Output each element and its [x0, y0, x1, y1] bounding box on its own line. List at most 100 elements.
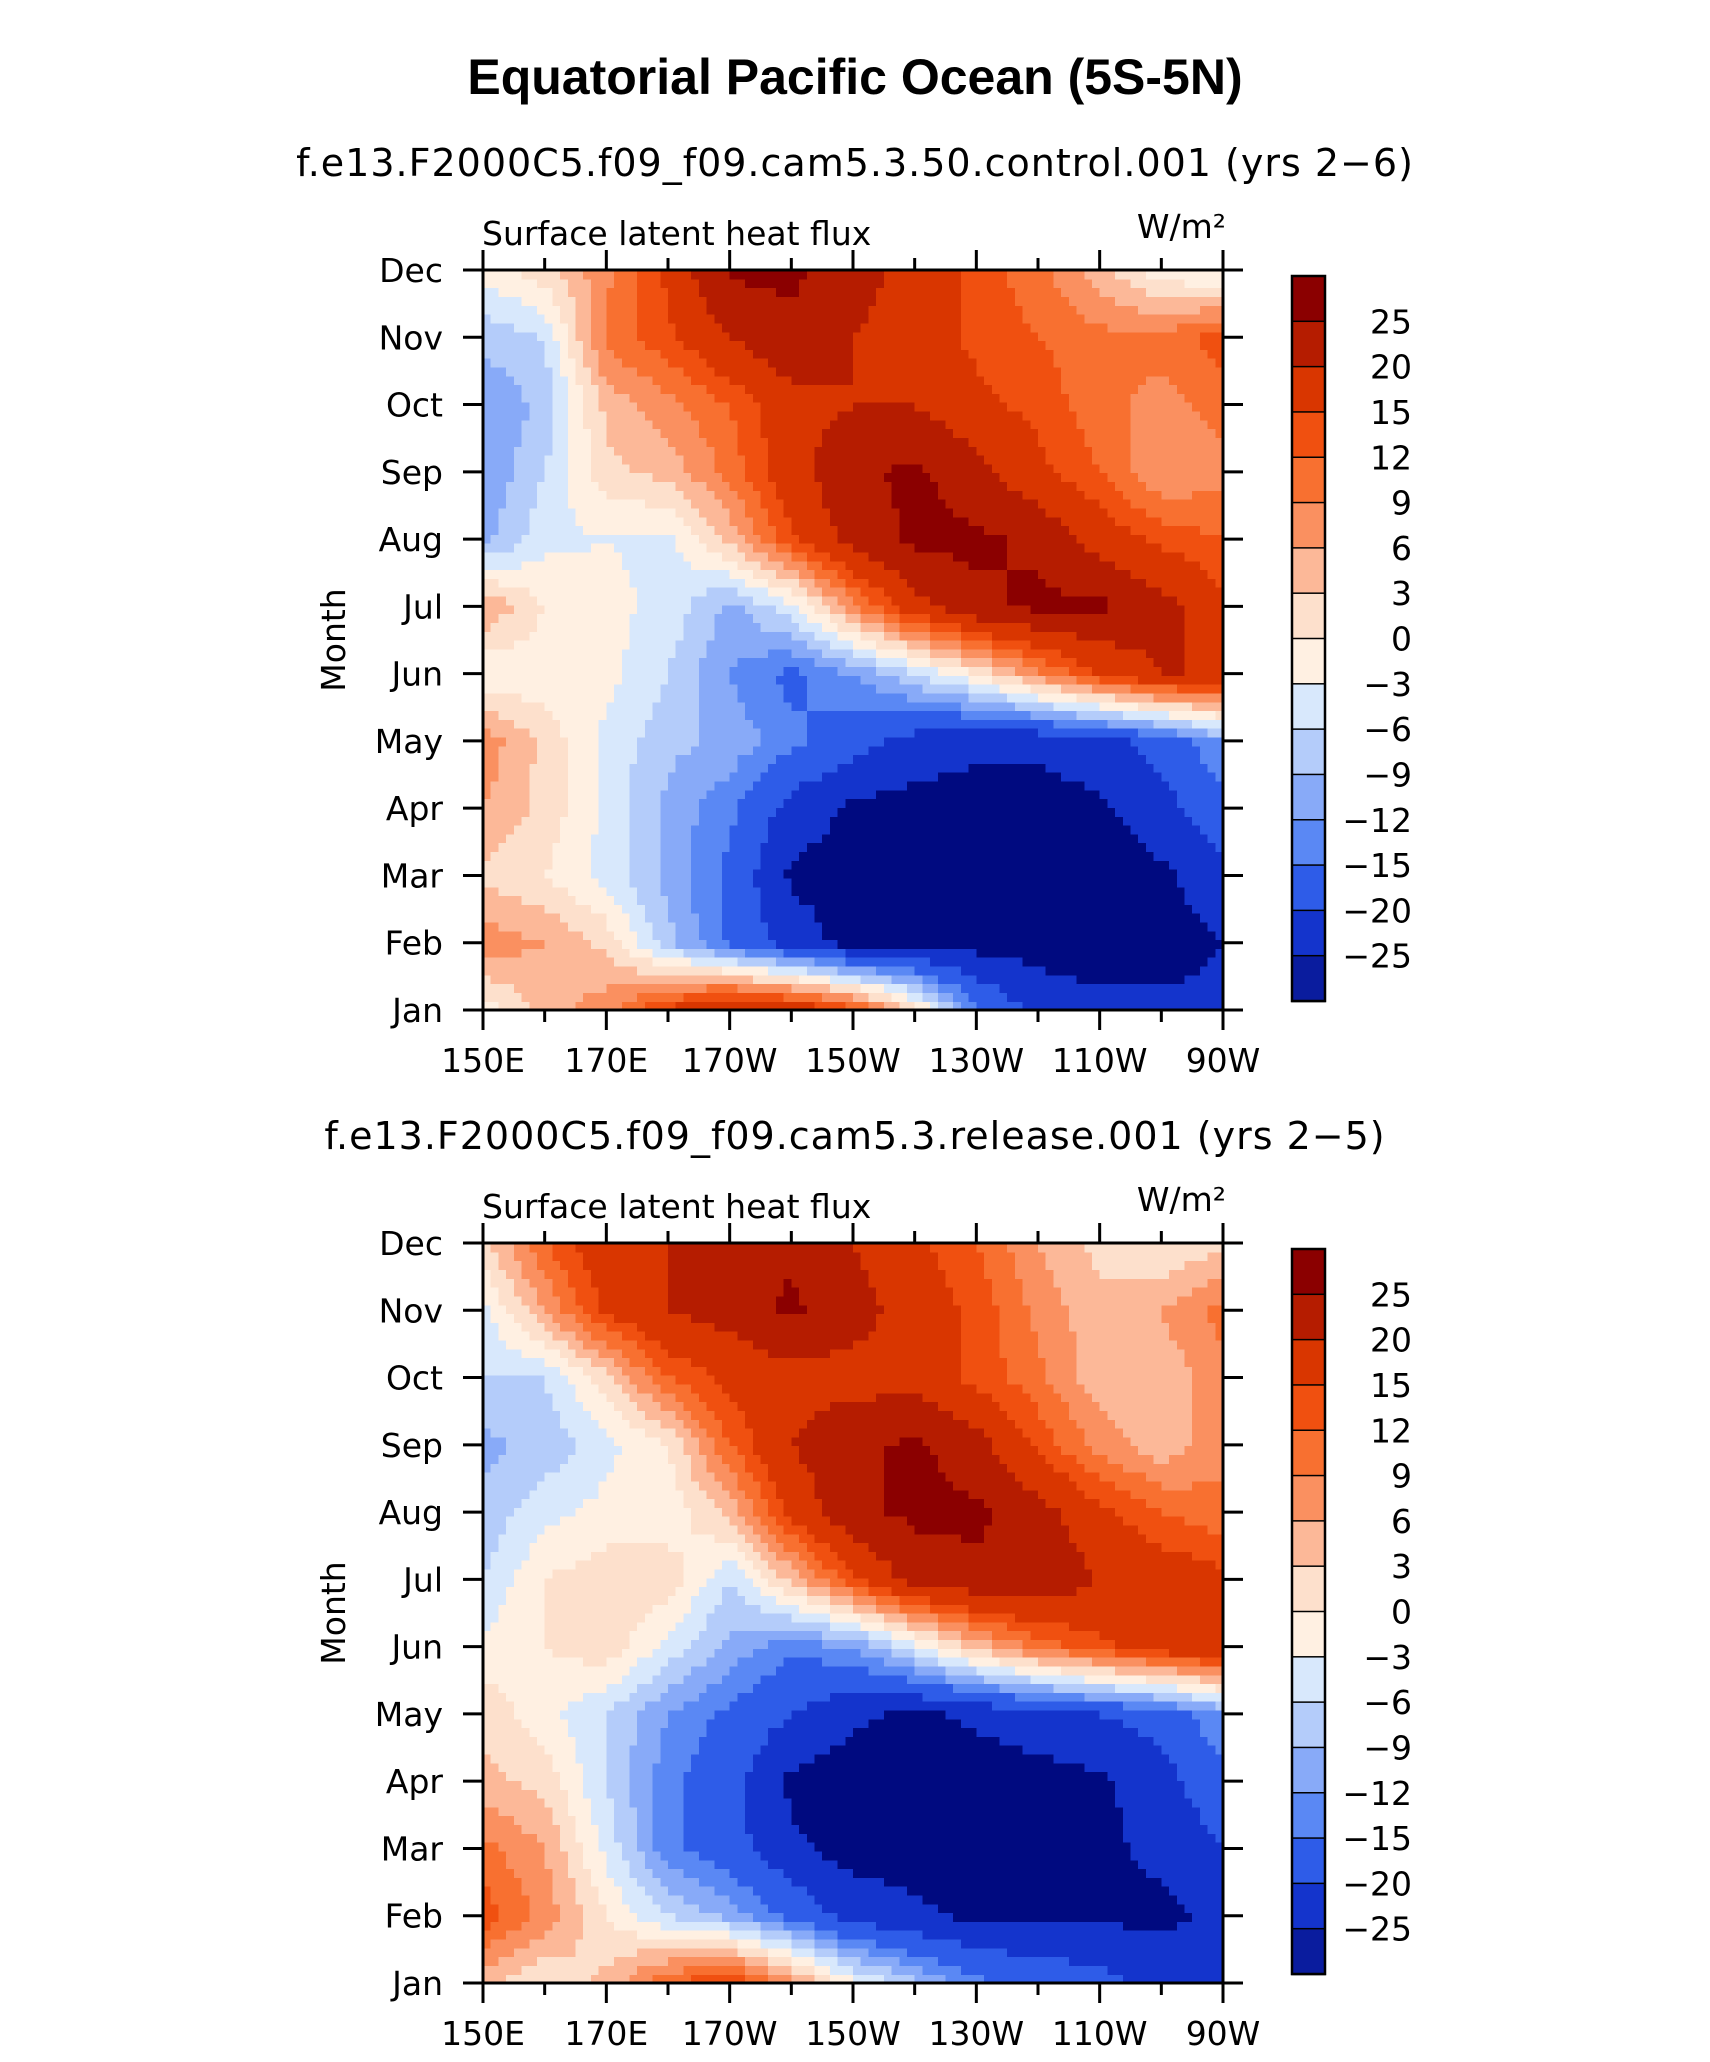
contour-cell	[745, 869, 754, 879]
contour-cell	[876, 666, 885, 676]
contour-cell	[845, 780, 854, 791]
contour-cell	[868, 684, 877, 694]
contour-cell	[575, 595, 584, 606]
contour-cell	[1061, 877, 1070, 888]
contour-cell	[706, 992, 715, 1002]
contour-cell	[629, 780, 638, 791]
contour-cell	[621, 798, 631, 808]
contour-cell	[1038, 921, 1047, 932]
contour-cell	[876, 974, 885, 985]
contour-cell	[1192, 1001, 1201, 1011]
contour-cell	[660, 886, 669, 897]
contour-cell	[860, 640, 870, 650]
contour-cell	[737, 789, 746, 800]
contour-cell	[614, 965, 623, 976]
contour-cell	[1138, 948, 1147, 958]
contour-cell	[691, 648, 700, 659]
contour-cell	[1068, 780, 1078, 791]
contour-cell	[899, 578, 908, 588]
contour-cell	[691, 965, 700, 976]
contour-cell	[714, 904, 723, 914]
contour-cell	[829, 833, 839, 844]
contour-cell	[1084, 728, 1093, 738]
contour-cell	[590, 657, 600, 668]
contour-cell	[1099, 595, 1108, 606]
contour-cell	[1138, 692, 1147, 703]
contour-cell	[806, 728, 816, 738]
contour-cell	[914, 560, 923, 571]
contour-cell	[914, 869, 923, 879]
contour-cell	[590, 728, 600, 738]
contour-cell	[575, 631, 584, 641]
contour-cell	[1061, 780, 1070, 791]
contour-cell	[1091, 745, 1101, 756]
contour-cell	[829, 736, 839, 747]
contour-cell	[1192, 657, 1201, 668]
contour-cell	[775, 780, 785, 791]
contour-cell	[575, 965, 584, 976]
contour-cell	[1007, 719, 1016, 729]
contour-cell	[1091, 569, 1101, 579]
contour-cell	[1161, 684, 1170, 694]
contour-cell	[1099, 948, 1108, 958]
contour-cell	[1115, 833, 1124, 844]
contour-cell	[1068, 983, 1078, 993]
contour-cell	[1022, 648, 1031, 659]
contour-cell	[906, 613, 916, 623]
contour-cell	[752, 886, 762, 897]
contour-cell	[1068, 569, 1078, 579]
contour-cell	[760, 648, 769, 659]
contour-cell	[968, 825, 977, 835]
contour-cell	[1091, 736, 1101, 747]
contour-cell	[506, 939, 515, 949]
contour-cell	[606, 789, 615, 800]
contour-cell	[1138, 710, 1147, 720]
contour-cell	[1076, 930, 1085, 941]
contour-cell	[1022, 948, 1031, 958]
contour-cell	[1176, 842, 1186, 853]
contour-cell	[1038, 719, 1047, 729]
contour-cell	[906, 763, 916, 773]
contour-cell	[698, 851, 708, 861]
contour-cell	[583, 684, 592, 694]
contour-cell	[652, 904, 661, 914]
contour-cell	[660, 745, 669, 756]
contour-cell	[829, 816, 839, 826]
contour-cell	[1115, 622, 1124, 632]
contour-cell	[1161, 816, 1170, 826]
contour-cell	[914, 631, 923, 641]
contour-cell	[1099, 816, 1108, 826]
contour-cell	[868, 719, 877, 729]
contour-cell	[1007, 957, 1016, 967]
contour-cell	[644, 860, 654, 870]
contour-cell	[668, 877, 677, 888]
contour-cell	[1076, 851, 1085, 861]
contour-cell	[1138, 965, 1147, 976]
contour-cell	[1176, 657, 1186, 668]
contour-cell	[536, 772, 546, 782]
contour-cell	[490, 587, 500, 597]
contour-cell	[799, 754, 808, 764]
contour-cell	[668, 745, 677, 756]
contour-cell	[860, 851, 870, 861]
contour-cell	[1192, 675, 1201, 685]
contour-cell	[1053, 569, 1062, 579]
contour-cell	[544, 930, 553, 941]
contour-cell	[1084, 551, 1093, 562]
contour-cell	[1053, 798, 1062, 808]
contour-cell	[1207, 728, 1216, 738]
contour-cell	[490, 763, 500, 773]
contour-cell	[1022, 754, 1031, 764]
contour-cell	[930, 763, 939, 773]
contour-cell	[1130, 851, 1139, 861]
contour-cell	[1030, 904, 1039, 914]
contour-cell	[552, 622, 561, 632]
contour-cell	[606, 772, 615, 782]
contour-cell	[745, 833, 754, 844]
contour-cell	[536, 1001, 546, 1011]
contour-cell	[598, 719, 607, 729]
contour-cell	[1007, 930, 1016, 941]
contour-cell	[1068, 895, 1078, 905]
contour-cell	[991, 930, 1001, 941]
contour-cell	[1045, 869, 1055, 879]
